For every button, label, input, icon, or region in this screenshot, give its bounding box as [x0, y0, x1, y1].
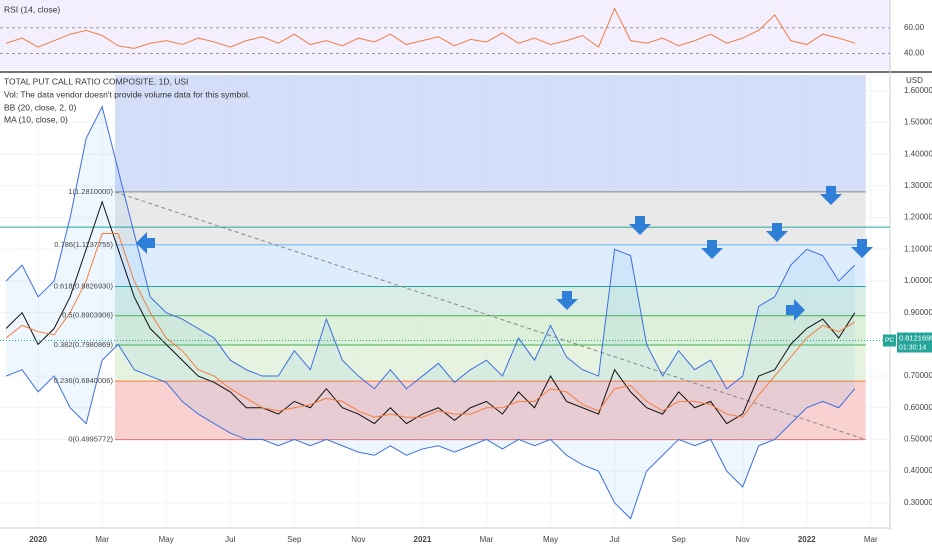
ma-line: [5, 232, 856, 418]
y-tick-label: 0.4000000: [904, 466, 932, 475]
x-tick-label: May: [159, 535, 174, 544]
fib-zone: [114, 381, 866, 440]
y-tick-label: 1.0000000: [904, 276, 932, 285]
x-tick-label: Jul: [225, 535, 235, 544]
arrow-down: [820, 186, 842, 205]
arrow-down: [629, 216, 651, 235]
y-tick-label: 1.4000000: [904, 149, 932, 158]
x-tick-label: May: [543, 535, 558, 544]
x-tick-label: Mar: [95, 535, 109, 544]
x-tick-label: Nov: [351, 535, 365, 544]
bb-lower: [5, 343, 856, 520]
countdown: 01:30:14: [899, 344, 926, 351]
x-tick-label: 2020: [29, 535, 47, 544]
rsi-panel: [0, 0, 890, 70]
last-price-box: [897, 332, 932, 353]
rsi-tick-label: 60.00: [904, 23, 925, 32]
arrow-down: [766, 223, 788, 242]
y-tick-label: 0.7000000: [904, 371, 932, 380]
fib-zone: [114, 344, 866, 382]
x-tick-label: Mar: [864, 535, 878, 544]
last-price-label: 0.8121690: [899, 333, 932, 342]
x-tick-label: Sep: [287, 535, 302, 544]
subtitle: Vol: The data vendor doesn't provide vol…: [4, 89, 250, 99]
arrow-down: [556, 291, 578, 310]
fib-label: 0.618(0.9826930): [54, 281, 114, 290]
y-tick-label: 0.3000000: [904, 498, 932, 507]
fib-zone: [114, 75, 866, 192]
legend-ma: MA (10, close, 0): [4, 114, 68, 124]
y-tick-label: 0.5000000: [904, 435, 932, 444]
fib-label: 1(1.2810000): [68, 187, 113, 196]
symbol-tag: PC: [885, 337, 894, 344]
rsi-line: [5, 7, 855, 49]
x-tick-label: Nov: [736, 535, 750, 544]
x-tick-label: Mar: [480, 535, 494, 544]
chart-title: TOTAL PUT CALL RATIO COMPOSITE, 1D, USI: [4, 76, 188, 86]
rsi-label: RSI (14, close): [4, 4, 60, 14]
legend-bb: BB (20, close, 2, 0): [4, 102, 76, 112]
y-tick-label: 0.9000000: [904, 308, 932, 317]
fib-zone: [114, 286, 866, 316]
arrow-left: [136, 232, 155, 254]
arrow-down: [851, 239, 873, 258]
fib-trend-line: [114, 191, 866, 441]
fib-zone: [114, 244, 866, 287]
fib-label: 0.5(0.8903906): [62, 311, 113, 320]
fib-zone: [114, 191, 866, 245]
annotations: [136, 186, 873, 321]
x-tick-label: 2021: [414, 535, 432, 544]
x-tick-label: Jul: [609, 535, 619, 544]
y-tick-label: 1.1000000: [904, 244, 932, 253]
fib-label: 0.382(0.7980869): [54, 340, 114, 349]
x-tick-label: 2022: [798, 535, 816, 544]
fib-label: 0.786(1.1137755): [54, 240, 113, 249]
bb-basis: [5, 200, 856, 425]
y-tick-label: 1.2000000: [904, 213, 932, 222]
y-tick-label: 0.6000000: [904, 403, 932, 412]
x-tick-label: Sep: [672, 535, 687, 544]
symbol-tag-box: [883, 334, 896, 347]
currency: USD: [906, 76, 923, 85]
y-tick-label: 1.6000000: [904, 86, 932, 95]
bb-upper: [5, 105, 856, 390]
bb-fill: [6, 106, 855, 519]
fib-label: 0.236(0.6840006): [54, 376, 114, 385]
rsi-tick-label: 40.00: [904, 49, 925, 58]
arrow-down: [701, 240, 723, 259]
fib-label: 0(0.4995772): [68, 435, 113, 444]
y-tick-label: 1.3000000: [904, 181, 932, 190]
y-tick-label: 1.5000000: [904, 118, 932, 127]
arrow-right: [786, 299, 805, 321]
